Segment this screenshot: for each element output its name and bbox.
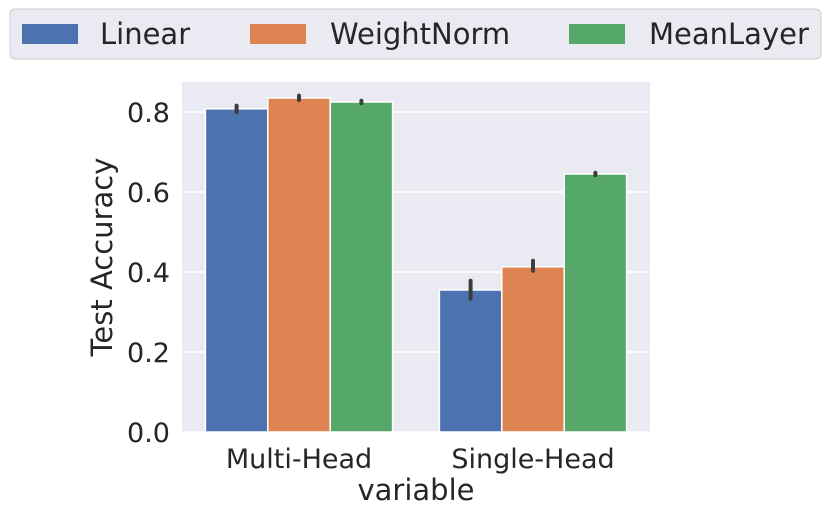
bars (204, 97, 628, 433)
y-tick-label: 0.2 (127, 338, 170, 369)
x-tick-label: Multi-Head (226, 444, 372, 475)
x-axis-ticks: Multi-Head Single-Head (226, 444, 615, 475)
y-tick-label: 0.6 (127, 178, 170, 209)
x-axis-label: variable (358, 473, 475, 507)
bar-linear-multi-head (204, 108, 269, 433)
legend-label-meanlayer: MeanLayer (649, 17, 809, 51)
y-axis-label: Test Accuracy (85, 158, 119, 358)
legend: Linear WeightNorm MeanLayer (9, 8, 822, 60)
legend-label-linear: Linear (100, 17, 190, 51)
y-tick-label: 0.0 (127, 418, 170, 449)
legend-swatch-meanlayer (569, 24, 625, 44)
bar-weightnorm-single-head (501, 266, 565, 433)
legend-swatch-linear (22, 24, 78, 44)
bar-weightnorm-multi-head (267, 97, 331, 433)
bar-linear-single-head (438, 289, 503, 433)
y-tick-label: 0.4 (127, 258, 170, 289)
y-axis-ticks: 0.0 0.2 0.4 0.6 0.8 (127, 98, 170, 449)
legend-label-weightnorm: WeightNorm (330, 17, 510, 51)
x-tick-label: Single-Head (451, 444, 614, 475)
y-tick-label: 0.8 (127, 98, 170, 129)
bar-meanlayer-single-head (563, 173, 628, 433)
legend-swatch-weightnorm (250, 24, 306, 44)
legend-box (9, 8, 822, 60)
bar-meanlayer-multi-head (329, 101, 394, 433)
error-bars (234, 93, 598, 301)
